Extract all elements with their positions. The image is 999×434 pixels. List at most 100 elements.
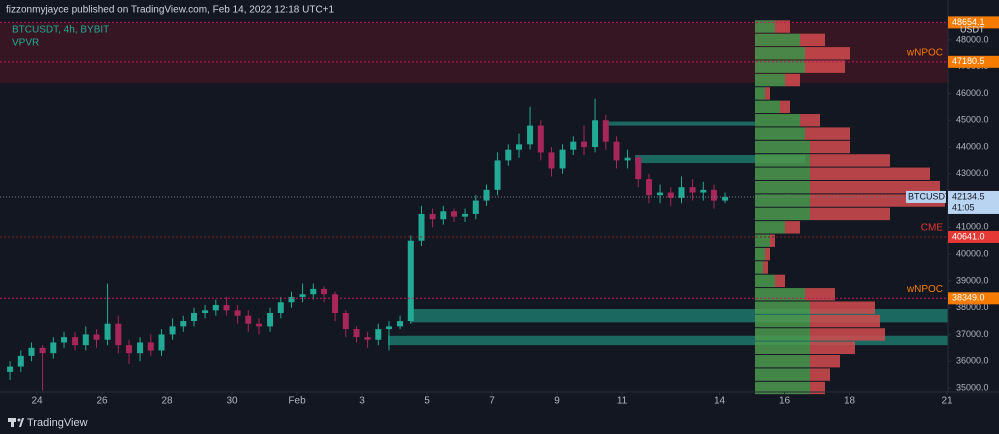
candle-body: [386, 326, 393, 330]
x-tick-label: 18: [844, 396, 856, 407]
candle-body: [483, 189, 490, 201]
volume-up-bar: [755, 234, 770, 247]
candle-body: [602, 120, 609, 142]
volume-up-bar: [755, 355, 810, 368]
candle-body: [61, 337, 68, 343]
volume-down-bar: [810, 207, 890, 221]
y-tick-label: 38000.0: [956, 302, 989, 312]
x-tick-label: Feb: [288, 396, 306, 407]
candle-body: [364, 337, 371, 340]
x-tick-label: 11: [617, 396, 628, 407]
candle-body: [667, 192, 674, 198]
volume-down-bar: [775, 274, 785, 288]
candle-body: [548, 152, 555, 169]
volume-up-bar: [755, 221, 785, 234]
volume-up-bar: [755, 247, 765, 261]
candle-body: [93, 334, 100, 340]
y-tick-label: 39000.0: [956, 275, 989, 285]
level-price-box: [948, 16, 999, 29]
volume-up-bar: [755, 207, 810, 221]
volume-down-bar: [785, 221, 800, 234]
candle-body: [288, 296, 295, 303]
volume-up-bar: [755, 328, 810, 341]
volume-up-bar: [755, 194, 810, 207]
volume-down-bar: [770, 234, 775, 247]
candle-body: [310, 288, 317, 295]
volume-down-bar: [805, 47, 850, 60]
candle-body: [581, 141, 588, 147]
last-price-box: [948, 190, 999, 214]
candle-body: [700, 189, 707, 193]
candle-body: [256, 323, 263, 327]
candle-body: [711, 189, 718, 201]
volume-up-bar: [755, 73, 785, 87]
level-name: CME: [921, 223, 944, 234]
volume-up-bar: [755, 100, 780, 114]
candle-body: [689, 187, 696, 193]
candle-body: [462, 213, 469, 217]
candle-body: [397, 321, 404, 327]
candle-body: [570, 141, 577, 150]
candle-body: [559, 149, 566, 169]
level-name: wNPOC: [906, 284, 943, 295]
volume-up-bar: [755, 180, 810, 194]
plot-area: wNPOC CME wNPOC: [0, 20, 949, 395]
candle-body: [82, 334, 89, 346]
candle-body: [494, 160, 501, 190]
x-tick-label: 14: [714, 396, 726, 407]
x-tick-label: 30: [226, 396, 238, 407]
level-price-box: [948, 292, 999, 305]
candle-body: [472, 200, 479, 214]
volume-up-bar: [755, 87, 765, 100]
candle-body: [223, 304, 230, 311]
volume-up-bar: [755, 274, 775, 288]
level-price-label: 38349.0: [952, 293, 985, 303]
volume-down-bar: [810, 180, 940, 194]
logo-part: [8, 418, 16, 422]
last-price-symbol-box: [906, 190, 946, 203]
y-tick-label: 40000.0: [956, 248, 989, 258]
volume-up-bar: [755, 301, 810, 314]
level-name: wNPOC: [906, 47, 943, 58]
volume-down-bar: [810, 140, 850, 154]
candle-body: [537, 125, 544, 153]
volume-down-bar: [765, 247, 770, 261]
candle-body: [451, 211, 458, 217]
volume-up-bar: [755, 127, 805, 140]
volume-down-bar: [810, 167, 930, 180]
y-tick-label: 43000.0: [956, 168, 989, 178]
volume-down-bar: [805, 288, 835, 301]
y-tick-label: 37000.0: [956, 329, 989, 339]
candle-body: [202, 310, 209, 314]
candle-body: [592, 120, 599, 147]
candle-body: [646, 179, 653, 196]
candle-body: [722, 196, 729, 201]
volume-up-bar: [755, 368, 810, 381]
y-tick-label: 48000.0: [956, 34, 989, 44]
candle-body: [375, 329, 382, 340]
volume-up-bar: [755, 381, 810, 395]
candle-body: [332, 294, 339, 314]
volume-up-bar: [755, 47, 805, 60]
candle-body: [158, 334, 165, 351]
indicator-name: VPVR: [12, 38, 39, 49]
candle-body: [407, 240, 414, 322]
level-price-label: 47180.5: [952, 56, 985, 66]
candle-body: [191, 313, 198, 322]
volume-up-bar: [755, 167, 810, 180]
logo-part: [19, 418, 24, 427]
candle-body: [624, 157, 631, 161]
candle-body: [299, 294, 306, 297]
footer-bg: [0, 410, 999, 434]
last-price-symbol: BTCUSDT: [908, 191, 951, 201]
volume-down-bar: [780, 100, 790, 114]
candle-body: [17, 355, 24, 367]
candle-body: [72, 337, 79, 346]
candle-body: [147, 342, 154, 351]
candle-body: [527, 125, 534, 145]
zone: [635, 155, 806, 164]
x-tick-label: 24: [31, 396, 43, 407]
zone: [605, 121, 755, 126]
volume-up-bar: [755, 261, 763, 274]
